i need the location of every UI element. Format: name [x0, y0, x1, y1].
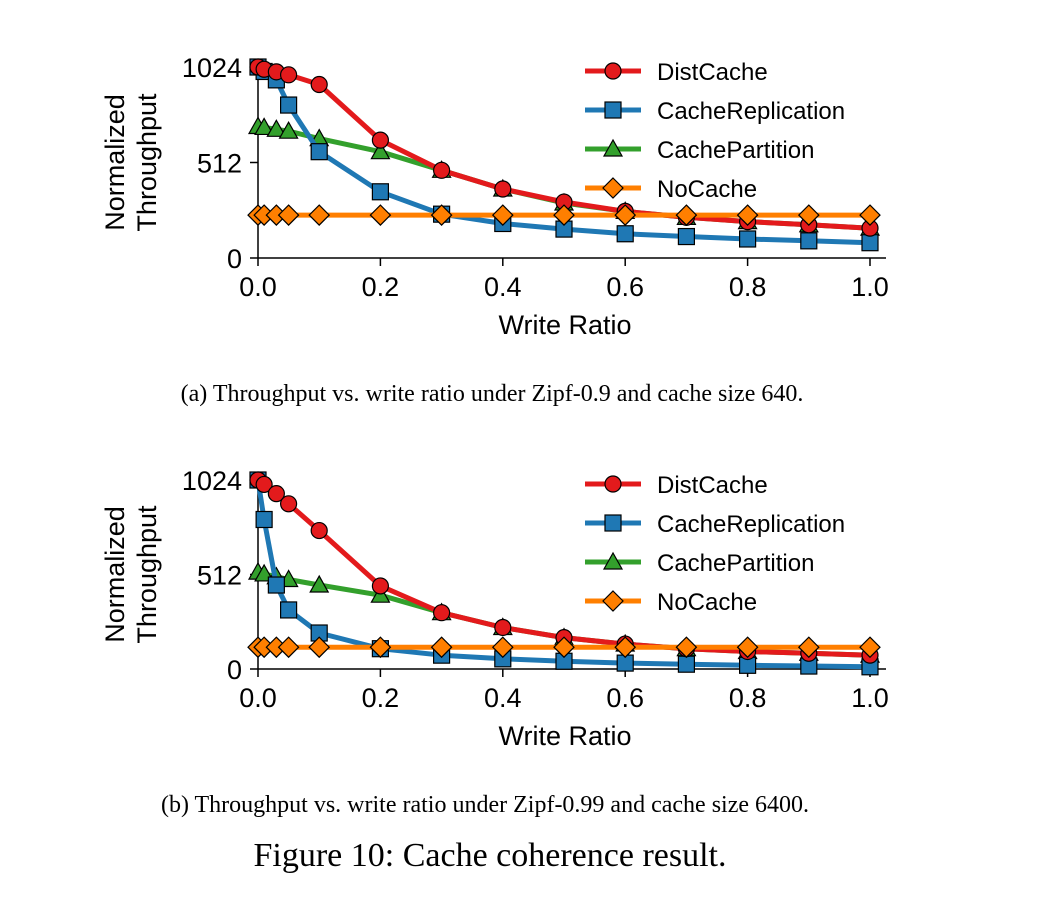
x-tick-label: 0.6 [606, 683, 644, 713]
data-point-distcache [433, 604, 451, 622]
data-point-nocache [736, 204, 759, 226]
y-tick-label: 0 [227, 655, 242, 685]
data-point-cachereplication [616, 225, 634, 243]
data-point-nocache [308, 204, 331, 226]
legend-label: CachePartition [657, 137, 814, 164]
data-point-cachereplication [280, 96, 298, 114]
legend-label: DistCache [657, 59, 768, 86]
chart-panel-a: 0 512 1024 0.0 0.2 0.4 0.6 0.8 1.0 Write Ratio Nor… [100, 53, 889, 340]
legend-label: NoCache [657, 589, 757, 616]
data-point-nocache [430, 636, 453, 659]
y-axis-title: Normalized [100, 94, 130, 231]
x-tick-label: 1.0 [851, 683, 889, 713]
data-point-nocache [369, 636, 392, 659]
data-point-cachepartition [254, 117, 275, 136]
legend-label: CachePartition [657, 550, 814, 577]
x-tick-label: 0.2 [362, 272, 400, 302]
legend-label: DistCache [657, 472, 768, 499]
data-point-nocache [277, 636, 300, 659]
data-point-distcache [371, 131, 389, 149]
data-point-nocache [308, 636, 331, 659]
data-point-nocache [797, 636, 820, 659]
caption-a: (a) Throughput vs. write ratio under Zip… [181, 381, 804, 407]
data-point-nocache [614, 204, 637, 226]
data-point-nocache [553, 636, 575, 659]
x-tick-label: 0.4 [484, 683, 522, 713]
legend-marker [602, 590, 624, 612]
x-tick-label: 0.6 [606, 272, 644, 302]
x-tick-label: 0.8 [729, 683, 767, 713]
data-point-nocache [675, 204, 698, 226]
data-point-cachereplication [280, 601, 298, 619]
data-point-nocache [675, 636, 698, 659]
x-axis-title: Write Ratio [498, 310, 631, 340]
x-tick-label: 0.0 [239, 272, 277, 302]
y-axis-title: Throughput [132, 93, 162, 232]
caption-b: (b) Throughput vs. write ratio under Zip… [161, 792, 809, 818]
data-point-nocache [430, 204, 453, 226]
data-point-cachereplication [371, 183, 389, 201]
data-point-cachereplication [310, 143, 328, 161]
data-point-distcache [280, 495, 298, 513]
data-point-cachereplication [255, 510, 273, 529]
y-tick-label: 512 [197, 561, 242, 591]
data-point-distcache [267, 485, 285, 503]
data-point-nocache [369, 204, 392, 226]
data-point-cachereplication [677, 655, 696, 673]
legend-label: CacheReplication [657, 98, 845, 125]
legend-label: NoCache [657, 176, 757, 203]
x-tick-label: 0.8 [729, 272, 767, 302]
data-point-distcache [280, 66, 298, 84]
legend-marker [602, 177, 624, 199]
legend-marker [604, 475, 622, 493]
y-axis-title: Throughput [132, 505, 162, 644]
data-point-distcache [310, 75, 328, 94]
data-point-cachepartition [370, 141, 391, 160]
chart-panel-b: 0 512 1024 0.0 0.2 0.4 0.6 0.8 1.0 Write Ratio Nor… [100, 466, 889, 751]
y-tick-label: 1024 [182, 466, 242, 496]
data-point-nocache [859, 636, 881, 659]
data-point-nocache [491, 636, 514, 659]
data-point-nocache [736, 636, 759, 659]
legend-marker [602, 551, 624, 570]
data-point-nocache [797, 204, 820, 226]
figure-caption: Figure 10: Cache coherence result. [254, 837, 727, 874]
legend-marker [602, 138, 624, 157]
data-point-distcache [310, 521, 328, 540]
data-point-cachereplication [800, 232, 818, 250]
data-point-nocache [553, 204, 575, 226]
y-tick-label: 0 [227, 244, 242, 274]
data-point-cachereplication [861, 234, 879, 252]
data-point-nocache [277, 204, 300, 226]
data-point-distcache [371, 577, 389, 595]
x-tick-label: 1.0 [851, 272, 889, 302]
data-point-cachereplication [677, 227, 696, 246]
legend-marker [604, 514, 622, 532]
data-point-nocache [859, 204, 881, 226]
data-point-distcache [494, 618, 512, 637]
data-point-cachereplication [738, 230, 757, 248]
y-axis-title: Normalized [100, 506, 130, 643]
legend-marker [604, 101, 622, 119]
data-point-cachepartition [309, 574, 330, 593]
data-point-cachereplication [267, 576, 285, 594]
data-point-nocache [491, 204, 514, 226]
x-axis-title: Write Ratio [498, 721, 631, 751]
legend-marker [604, 62, 622, 80]
x-tick-label: 0.0 [239, 683, 277, 713]
data-point-distcache [433, 161, 451, 179]
data-point-distcache [255, 475, 273, 494]
data-point-nocache [614, 636, 637, 659]
y-tick-label: 512 [197, 149, 242, 179]
data-point-cachepartition [266, 119, 287, 137]
y-tick-label: 1024 [182, 53, 242, 83]
x-tick-label: 0.2 [362, 683, 400, 713]
x-tick-label: 0.4 [484, 272, 522, 302]
legend-label: CacheReplication [657, 511, 845, 538]
data-point-distcache [494, 180, 512, 198]
data-point-cachepartition [278, 120, 299, 139]
